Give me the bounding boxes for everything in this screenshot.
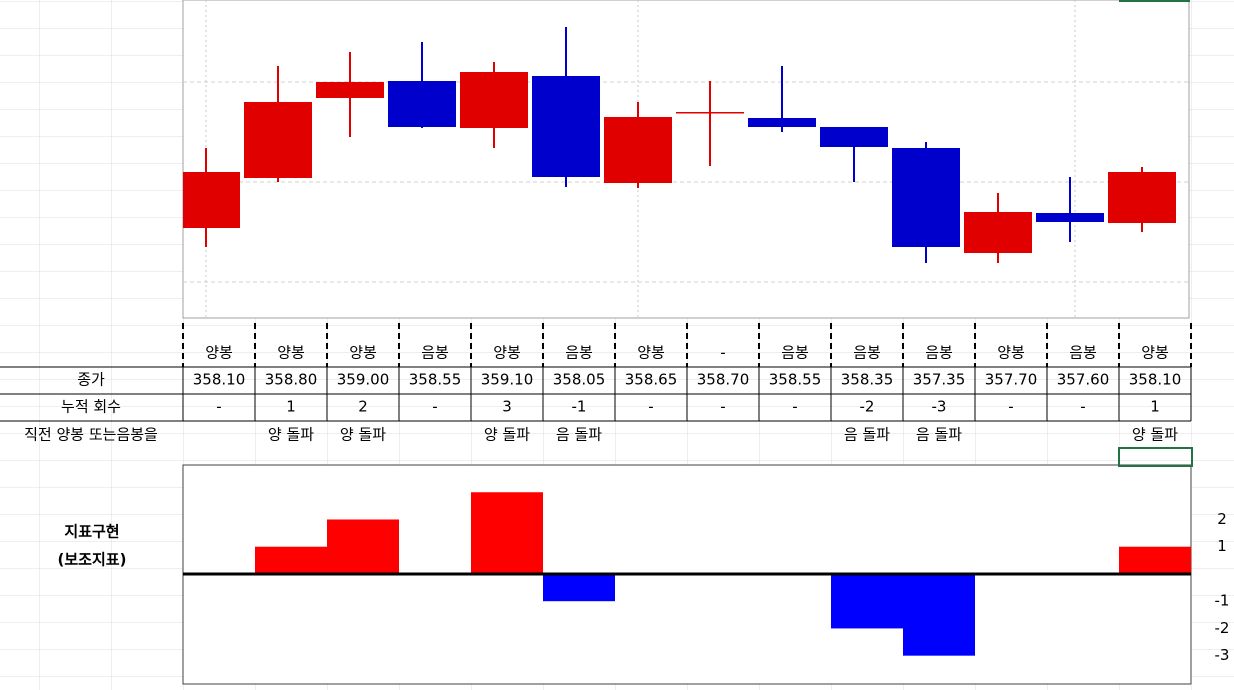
bar — [1119, 546, 1191, 574]
close-value: 358.80 — [265, 371, 318, 389]
cumulative-count: - — [720, 398, 725, 416]
candle-body — [1108, 172, 1176, 223]
bar — [543, 573, 615, 602]
candle-type: 음봉 — [565, 344, 593, 362]
breakout: 음 돌파 — [556, 426, 602, 444]
y-tick-label: 1 — [1217, 537, 1227, 555]
breakout: 양 돌파 — [268, 426, 314, 444]
cumulative-count: -1 — [572, 398, 587, 416]
candle-plot — [182, 0, 1190, 319]
close-value: 357.60 — [1057, 371, 1110, 389]
breakout: 음 돌파 — [916, 426, 962, 444]
candle-type: 음봉 — [925, 344, 953, 362]
candle-type: 음봉 — [853, 344, 881, 362]
row-label: 종가 — [77, 371, 105, 389]
candle-body — [316, 82, 384, 98]
cumulative-count: 3 — [502, 398, 512, 416]
close-value: 358.35 — [841, 371, 894, 389]
y-tick-label: 2 — [1217, 510, 1227, 528]
y-tick-label: -1 — [1215, 592, 1230, 610]
cumulative-count: - — [792, 398, 797, 416]
candle-type: 양봉 — [277, 344, 305, 362]
candles — [183, 27, 1189, 283]
cumulative-count: - — [1008, 398, 1013, 416]
candle-body — [460, 72, 528, 128]
bar — [255, 546, 327, 574]
candle-type: 양봉 — [997, 344, 1025, 362]
breakout: 양 돌파 — [484, 426, 530, 444]
close-value: 358.05 — [553, 371, 606, 389]
close-value: 358.10 — [1129, 371, 1182, 389]
cumulative-count: - — [216, 398, 221, 416]
cumulative-count: - — [432, 398, 437, 416]
candle-body — [388, 81, 456, 127]
candle-body — [892, 148, 960, 247]
candle-type: 양봉 — [205, 344, 233, 362]
bar — [327, 519, 399, 574]
breakout: 음 돌파 — [844, 426, 890, 444]
bar — [903, 573, 975, 656]
bar — [471, 492, 543, 574]
close-value: 358.65 — [625, 371, 678, 389]
row-label: 직전 양봉 또는음봉을 — [24, 426, 158, 444]
candle-body — [676, 112, 744, 114]
cumulative-count: 1 — [286, 398, 296, 416]
candle-type: 음봉 — [781, 344, 809, 362]
close-value: 358.55 — [769, 371, 822, 389]
candle-type: 양봉 — [493, 344, 521, 362]
candle-body — [1036, 213, 1104, 222]
cumulative-count: 1 — [1150, 398, 1160, 416]
selected-cell[interactable] — [1118, 447, 1193, 467]
close-value: 358.55 — [409, 371, 462, 389]
bar-subtitle: (보조지표) — [58, 551, 127, 569]
close-value: 358.70 — [697, 371, 750, 389]
close-value: 359.00 — [337, 371, 390, 389]
candle-body — [183, 172, 240, 228]
candle-body — [748, 118, 816, 127]
y-tick-label: -2 — [1215, 619, 1230, 637]
close-value: 357.35 — [913, 371, 966, 389]
cumulative-count: 2 — [358, 398, 368, 416]
bar — [831, 573, 903, 629]
y-tick-label: -3 — [1215, 646, 1230, 664]
close-value: 359.10 — [481, 371, 534, 389]
bar-title: 지표구현 — [64, 523, 119, 541]
candle-type: 양봉 — [1141, 344, 1169, 362]
cumulative-count: - — [1080, 398, 1085, 416]
close-value: 358.10 — [193, 371, 246, 389]
close-value: 357.70 — [985, 371, 1038, 389]
candle-type: 양봉 — [637, 344, 665, 362]
candle-type: 양봉 — [349, 344, 377, 362]
cumulative-count: -2 — [860, 398, 875, 416]
candle-body — [532, 76, 600, 177]
x-grid — [205, 0, 1076, 318]
breakout: 양 돌파 — [1132, 426, 1178, 444]
candle-body — [604, 117, 672, 183]
candle-body — [964, 212, 1032, 253]
candle-type: - — [720, 344, 725, 362]
row-label: 누적 회수 — [61, 398, 121, 416]
breakout: 양 돌파 — [340, 426, 386, 444]
candle-body — [244, 102, 312, 178]
candle-type: 음봉 — [421, 344, 449, 362]
cumulative-count: - — [648, 398, 653, 416]
cumulative-count: -3 — [932, 398, 947, 416]
candle-type: 음봉 — [1069, 344, 1097, 362]
candle-body — [820, 127, 888, 147]
